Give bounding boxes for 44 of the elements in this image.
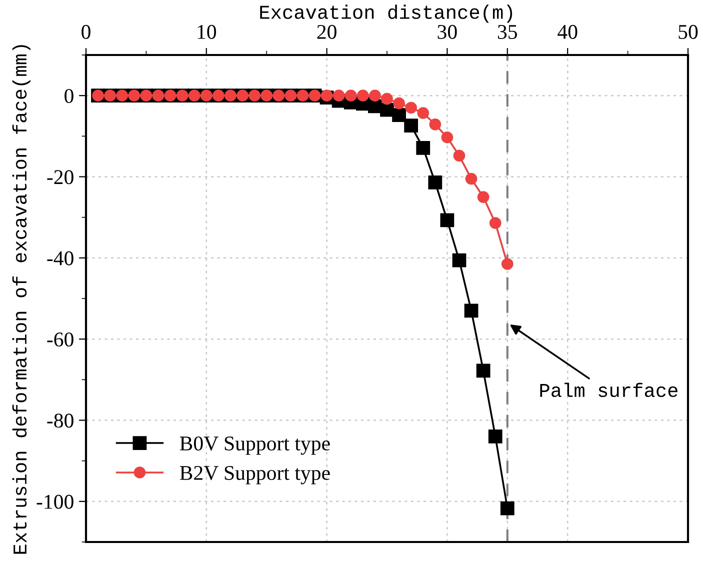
point [417, 107, 430, 119]
point [405, 102, 417, 114]
point [465, 172, 478, 185]
point [500, 501, 514, 516]
point [452, 253, 466, 268]
point [344, 90, 357, 102]
point [501, 258, 514, 270]
y-tick-label: -40 [47, 251, 74, 266]
point [464, 304, 478, 318]
point [428, 175, 442, 190]
legend-label: B2V Support type [180, 466, 330, 484]
point [476, 364, 490, 378]
point [453, 150, 466, 162]
legend-label: B0V Support type [180, 436, 330, 455]
point [429, 118, 442, 130]
point [381, 92, 393, 105]
x-tick-label: 40 [558, 24, 578, 39]
y-tick-label: -80 [47, 414, 74, 428]
point [477, 191, 490, 203]
x-tick-label: 0 [82, 24, 90, 39]
x-tick-label: 10 [198, 24, 216, 39]
point [369, 90, 381, 102]
y-axis-title: Extrusion deformation of excavation face(mm) [12, 45, 30, 554]
annotation: Palm surface [540, 382, 678, 398]
point [332, 90, 345, 102]
y-tick-label: -60 [47, 332, 74, 347]
point [320, 90, 333, 102]
y-tick-label: -20 [47, 170, 74, 184]
x-tick-label: 20 [317, 24, 336, 39]
point [488, 430, 502, 444]
point [393, 97, 405, 110]
point [416, 140, 430, 155]
point [392, 108, 406, 122]
x-tick-label: 50 [678, 24, 698, 39]
x-tick-label: 30 [438, 24, 457, 39]
point [404, 118, 418, 133]
point [357, 90, 369, 102]
y-tick-label: 0 [64, 88, 74, 104]
point [440, 213, 454, 228]
point [489, 217, 502, 229]
y-tick-label: -100 [36, 494, 74, 509]
point [441, 131, 454, 144]
x-axis-title: Excavation distance(m) [260, 4, 512, 23]
x-tick-label: 35 [498, 24, 518, 39]
